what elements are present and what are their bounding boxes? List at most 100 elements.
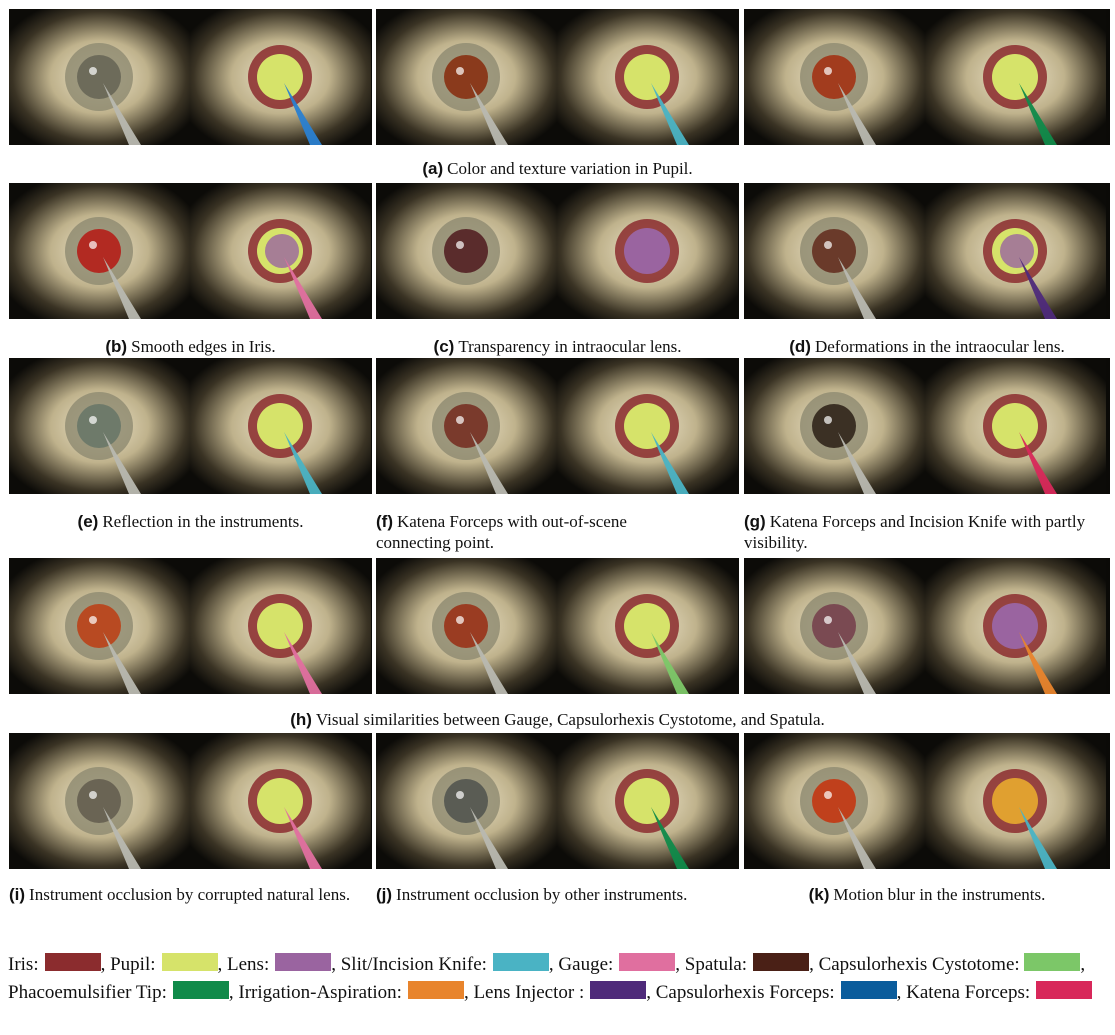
legend-item-ia: Irrigation-Aspiration:,	[238, 981, 474, 1003]
specular-highlight	[456, 616, 464, 624]
figure-panel-h-3	[744, 558, 1110, 694]
instrument	[838, 83, 876, 145]
caption-k-label: (k)	[808, 885, 830, 904]
instrument	[470, 432, 508, 494]
caption-h-label: (h)	[290, 710, 312, 729]
figure-panel-b-1	[9, 183, 372, 319]
legend-swatch-cystotome	[1024, 953, 1081, 971]
instrument-segment	[1019, 632, 1057, 694]
legend-label-gauge: Gauge:	[558, 954, 614, 975]
pupil-area	[77, 404, 121, 448]
instrument-segment	[1019, 257, 1057, 319]
legend-swatch-phaco	[172, 981, 229, 999]
instrument-segment	[284, 807, 322, 869]
legend-label-ia: Irrigation-Aspiration:	[238, 982, 402, 1003]
caption-f-label: (f)	[376, 512, 393, 531]
legend-label-knife: Slit/Incision Knife:	[340, 954, 487, 975]
pupil-area	[444, 404, 488, 448]
pupil-segment	[257, 778, 303, 824]
caption-j-label: (j)	[376, 885, 393, 904]
legend-item-iris: Iris:,	[8, 953, 111, 975]
panel-graphic	[376, 558, 738, 694]
instrument	[838, 432, 876, 494]
panel-graphic	[376, 733, 738, 869]
instrument-segment	[1019, 807, 1057, 869]
pupil-area	[444, 604, 488, 648]
pupil-area	[77, 779, 121, 823]
panel-graphic	[376, 183, 738, 319]
figure-panel-c-2	[376, 183, 739, 319]
legend-swatch-knife	[492, 953, 549, 971]
specular-highlight	[824, 67, 832, 75]
caption-d-label: (d)	[789, 337, 811, 356]
legend-swatch-ia	[407, 981, 464, 999]
specular-highlight	[824, 616, 832, 624]
pupil-segment	[624, 603, 670, 649]
figure-panel-a-2	[376, 9, 739, 145]
figure-panel-e-1	[9, 358, 372, 494]
instrument	[103, 83, 141, 145]
caption-e-label: (e)	[77, 512, 99, 531]
caption-h: (h) Visual similarities between Gauge, Ca…	[0, 709, 1115, 730]
legend-label-iris: Iris:	[8, 954, 39, 975]
specular-highlight	[456, 416, 464, 424]
legend-label-capsulorhexis-forceps: Capsulorhexis Forceps:	[655, 982, 835, 1003]
pupil-area	[812, 55, 856, 99]
pupil-area	[77, 229, 121, 273]
legend-label-katena: Katena Forceps:	[906, 982, 1031, 1003]
caption-j: (j) Instrument occlusion by other instrum…	[376, 884, 746, 905]
figure-panel-h-1	[9, 558, 372, 694]
pupil-segment	[624, 778, 670, 824]
specular-highlight	[89, 791, 97, 799]
legend-item-gauge: Gauge:,	[558, 953, 685, 975]
instrument	[470, 807, 508, 869]
figure-panel-g-3	[744, 358, 1110, 494]
pupil-segment	[992, 403, 1038, 449]
panel-graphic	[9, 358, 371, 494]
pupil-segment	[624, 228, 670, 274]
specular-highlight	[456, 791, 464, 799]
caption-g-text: Katena Forceps and Incision Knife with p…	[744, 512, 1086, 552]
legend-item-capsulorhexis-forceps: Capsulorhexis Forceps:,	[655, 981, 907, 1003]
caption-e: (e) Reflection in the instruments.	[9, 511, 372, 532]
pupil-segment	[992, 778, 1038, 824]
instrument	[103, 632, 141, 694]
panel-graphic	[9, 733, 371, 869]
caption-c: (c) Transparency in intraocular lens.	[376, 336, 739, 357]
figure-panel-a-1	[9, 9, 372, 145]
instrument-segment	[284, 632, 322, 694]
caption-i: (i) Instrument occlusion by corrupted nat…	[9, 884, 372, 905]
caption-f-text: Katena Forceps with out-of-scene connect…	[376, 512, 627, 552]
instrument	[103, 432, 141, 494]
figure-panel-i-1	[9, 733, 372, 869]
legend-swatch-iris	[44, 953, 101, 971]
instrument-segment	[284, 83, 322, 145]
legend-label-lens: Lens:	[227, 954, 270, 975]
pupil-area	[77, 55, 121, 99]
lens-segment	[1000, 234, 1034, 268]
pupil-area	[812, 604, 856, 648]
pupil-segment	[624, 54, 670, 100]
legend-item-lens: Lens:,	[227, 953, 341, 975]
caption-b: (b) Smooth edges in Iris.	[9, 336, 372, 357]
panel-graphic	[376, 9, 738, 145]
instrument	[838, 632, 876, 694]
caption-a: (a) Color and texture variation in Pupil.	[0, 158, 1115, 179]
instrument-segment	[651, 83, 689, 145]
lens-segment	[265, 234, 299, 268]
caption-k: (k) Motion blur in the instruments.	[744, 884, 1110, 905]
panel-graphic	[9, 183, 371, 319]
panel-graphic	[9, 558, 371, 694]
instrument	[838, 257, 876, 319]
panel-graphic	[744, 9, 1106, 145]
instrument-segment	[284, 432, 322, 494]
legend-swatch-lens-injector	[590, 981, 647, 999]
legend-item-cystotome-swatch: ,	[1024, 953, 1085, 975]
legend-swatch-lens	[275, 953, 332, 971]
panel-graphic	[744, 358, 1106, 494]
specular-highlight	[89, 416, 97, 424]
instrument-segment	[284, 257, 322, 319]
legend-label-cystotome: Capsulorhexis Cystotome:	[818, 954, 1020, 975]
caption-g-label: (g)	[744, 512, 766, 531]
specular-highlight	[824, 791, 832, 799]
